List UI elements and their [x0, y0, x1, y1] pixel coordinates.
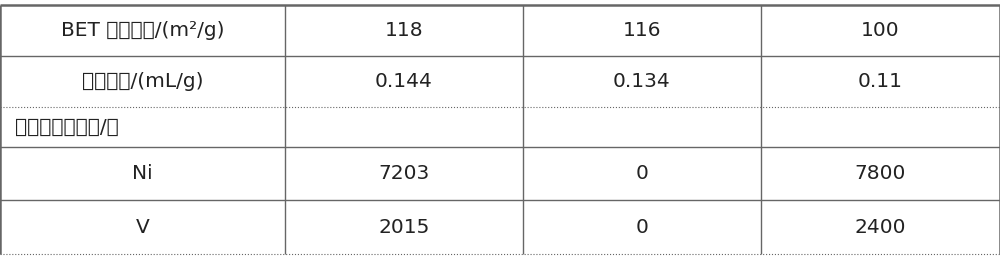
Bar [523, 200, 761, 254]
Bar [523, 5, 761, 56]
Bar [0, 200, 285, 254]
Text: 7203: 7203 [378, 164, 430, 183]
Bar [523, 107, 761, 147]
Text: 0: 0 [636, 218, 648, 236]
Bar [285, 107, 523, 147]
Bar [761, 200, 1000, 254]
Text: 118: 118 [385, 21, 423, 40]
Text: 0.134: 0.134 [613, 72, 671, 91]
Bar [0, 147, 285, 200]
Text: 0.11: 0.11 [858, 72, 903, 91]
Bar [523, 56, 761, 107]
Text: 2400: 2400 [855, 218, 906, 236]
Text: 总孔体积/(mL/g): 总孔体积/(mL/g) [82, 72, 203, 91]
Bar [285, 147, 523, 200]
Bar [285, 200, 523, 254]
Bar [761, 107, 1000, 147]
Bar [0, 107, 285, 147]
Bar [761, 147, 1000, 200]
Bar [0, 5, 285, 56]
Text: BET 比表面积/(m²/g): BET 比表面积/(m²/g) [61, 21, 224, 40]
Text: 0.144: 0.144 [375, 72, 433, 91]
Text: 金属含量，微克/克: 金属含量，微克/克 [15, 118, 119, 136]
Text: 0: 0 [636, 164, 648, 183]
Text: 100: 100 [861, 21, 900, 40]
Bar [285, 56, 523, 107]
Bar [523, 147, 761, 200]
Text: 7800: 7800 [855, 164, 906, 183]
Text: 2015: 2015 [378, 218, 430, 236]
Bar [285, 5, 523, 56]
Text: V: V [136, 218, 149, 236]
Text: 116: 116 [623, 21, 661, 40]
Bar [0, 56, 285, 107]
Bar [761, 5, 1000, 56]
Text: Ni: Ni [132, 164, 153, 183]
Bar [761, 56, 1000, 107]
